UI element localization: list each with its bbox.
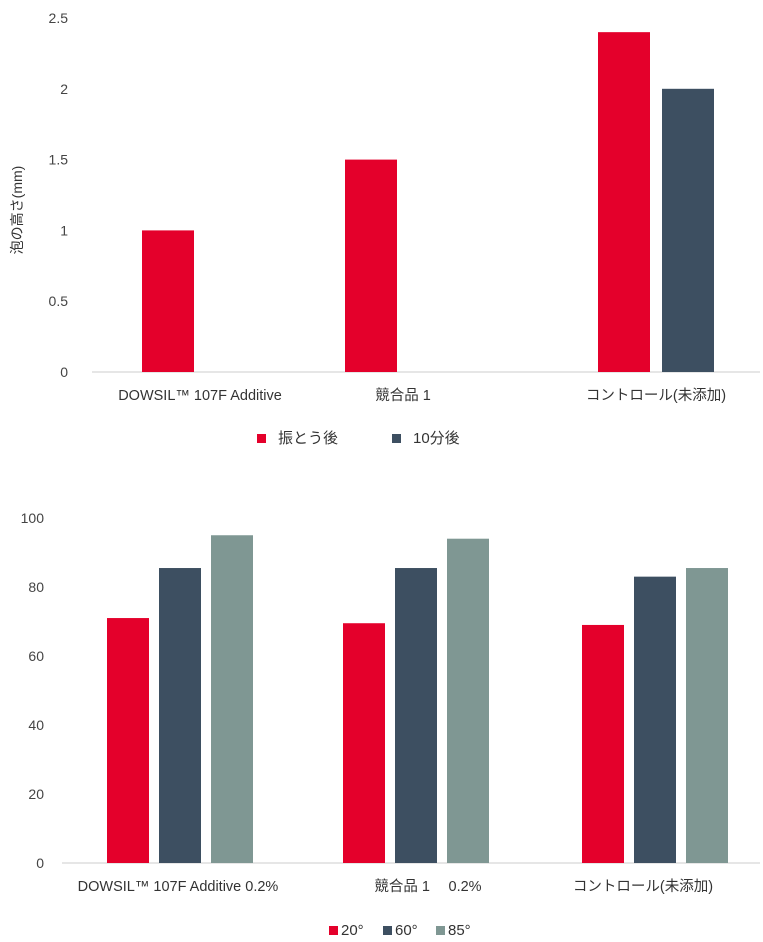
legend-label: 85°	[448, 922, 471, 939]
bar-3-2	[447, 538, 489, 863]
legend-swatch	[257, 434, 266, 443]
bar-1-1	[107, 618, 149, 863]
y-tick-label: 20	[28, 786, 44, 802]
y-tick-label: 60	[28, 648, 44, 664]
y-tick-label: 0.5	[49, 293, 69, 309]
foam-height-chart: 0 0.5 1 1.5 2 2.5 泡の高さ(mm) DOWSIL™ 107F Additiv…	[9, 10, 760, 447]
x-category-label: 競合品 1	[375, 387, 431, 404]
bar-3-3	[686, 568, 728, 863]
x-category-label: DOWSIL™ 107F Additive 0.2%	[78, 879, 279, 895]
gloss-chart: 0 20 40 60 80 100 DOWSIL™ 107F Additive 0.2% 競合…	[21, 510, 760, 939]
legend-swatch	[329, 926, 338, 935]
x-category-label: DOWSIL™ 107F Additive	[118, 388, 282, 404]
bar-1-3	[582, 624, 624, 863]
x-category-label: コントロール(未添加)	[586, 387, 726, 404]
legend-swatch	[392, 434, 401, 443]
bar-2-3	[634, 576, 676, 863]
y-tick-label: 1.5	[49, 152, 69, 168]
bar-2-1	[159, 568, 201, 863]
legend-label: 60°	[395, 922, 418, 939]
y-tick-label: 0	[36, 855, 44, 871]
legend-swatch	[436, 926, 445, 935]
bar-3-1	[211, 535, 253, 863]
x-category-label: 競合品 1 0.2%	[374, 878, 481, 895]
bar-1-1	[142, 230, 194, 372]
bar-1-3	[598, 32, 650, 372]
legend-label: 振とう後	[278, 430, 338, 447]
y-tick-label: 80	[28, 579, 44, 595]
y-tick-label: 2.5	[49, 10, 69, 26]
y-tick-label: 2	[60, 81, 68, 97]
legend-label: 20°	[341, 922, 364, 939]
y-tick-label: 0	[60, 364, 68, 380]
legend-label: 10分後	[413, 430, 460, 447]
bar-1-2	[345, 159, 397, 372]
bar-1-2	[343, 623, 385, 863]
legend-swatch	[383, 926, 392, 935]
y-tick-label: 100	[21, 510, 45, 526]
y-tick-label: 1	[60, 222, 68, 238]
bar-2-3	[662, 88, 714, 373]
bar-2-2	[395, 568, 437, 863]
y-tick-label: 40	[28, 717, 44, 733]
x-category-label: コントロール(未添加)	[573, 878, 713, 895]
y-axis-title: 泡の高さ(mm)	[9, 166, 25, 255]
